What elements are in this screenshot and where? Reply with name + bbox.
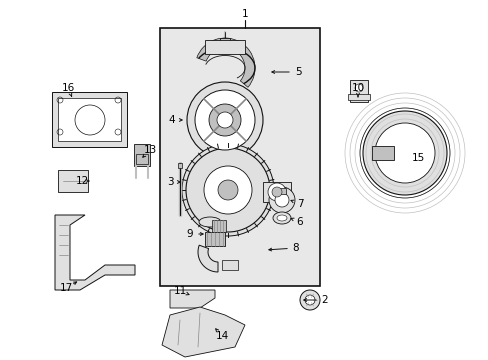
Polygon shape xyxy=(162,307,244,357)
Circle shape xyxy=(268,187,294,213)
Bar xyxy=(204,40,244,54)
Text: 5: 5 xyxy=(294,67,301,77)
Ellipse shape xyxy=(199,217,221,227)
Bar xyxy=(220,38,229,46)
Circle shape xyxy=(218,180,238,200)
Polygon shape xyxy=(55,215,135,290)
Bar xyxy=(160,28,319,286)
Bar xyxy=(58,98,121,141)
Bar xyxy=(136,154,148,164)
Bar xyxy=(134,144,150,166)
Bar xyxy=(263,182,290,202)
Circle shape xyxy=(274,193,288,207)
Ellipse shape xyxy=(276,215,286,221)
Text: 14: 14 xyxy=(215,331,228,341)
Text: 9: 9 xyxy=(186,229,193,239)
Wedge shape xyxy=(196,38,254,87)
Bar xyxy=(212,220,225,232)
Text: 10: 10 xyxy=(351,83,364,93)
Circle shape xyxy=(195,90,254,150)
Text: 11: 11 xyxy=(173,286,186,296)
Text: 13: 13 xyxy=(143,145,156,155)
Circle shape xyxy=(217,112,232,128)
Text: 8: 8 xyxy=(292,243,299,253)
Text: 12: 12 xyxy=(75,176,88,186)
Bar xyxy=(349,80,367,102)
Circle shape xyxy=(374,123,434,183)
Circle shape xyxy=(354,84,362,92)
Text: 3: 3 xyxy=(166,177,173,187)
Bar xyxy=(52,92,127,147)
Polygon shape xyxy=(170,290,215,308)
Circle shape xyxy=(203,166,251,214)
Text: 16: 16 xyxy=(61,83,75,93)
Circle shape xyxy=(362,111,446,195)
Text: 15: 15 xyxy=(410,153,424,163)
Bar xyxy=(178,163,182,168)
Circle shape xyxy=(208,104,241,136)
Circle shape xyxy=(186,82,263,158)
Bar xyxy=(204,232,224,246)
Circle shape xyxy=(299,290,319,310)
Bar xyxy=(278,188,285,194)
Circle shape xyxy=(267,183,285,201)
Bar xyxy=(371,146,393,160)
Circle shape xyxy=(271,187,282,197)
Bar xyxy=(222,260,238,270)
Circle shape xyxy=(182,144,273,236)
Polygon shape xyxy=(198,245,218,272)
Bar xyxy=(347,94,369,100)
Text: 4: 4 xyxy=(168,115,175,125)
Bar xyxy=(58,170,88,192)
Text: 7: 7 xyxy=(296,199,303,209)
Text: 6: 6 xyxy=(296,217,303,227)
Circle shape xyxy=(305,295,314,305)
Text: 17: 17 xyxy=(59,283,73,293)
Text: 2: 2 xyxy=(321,295,327,305)
Circle shape xyxy=(185,148,269,232)
Ellipse shape xyxy=(272,212,290,224)
Text: 1: 1 xyxy=(241,9,248,19)
